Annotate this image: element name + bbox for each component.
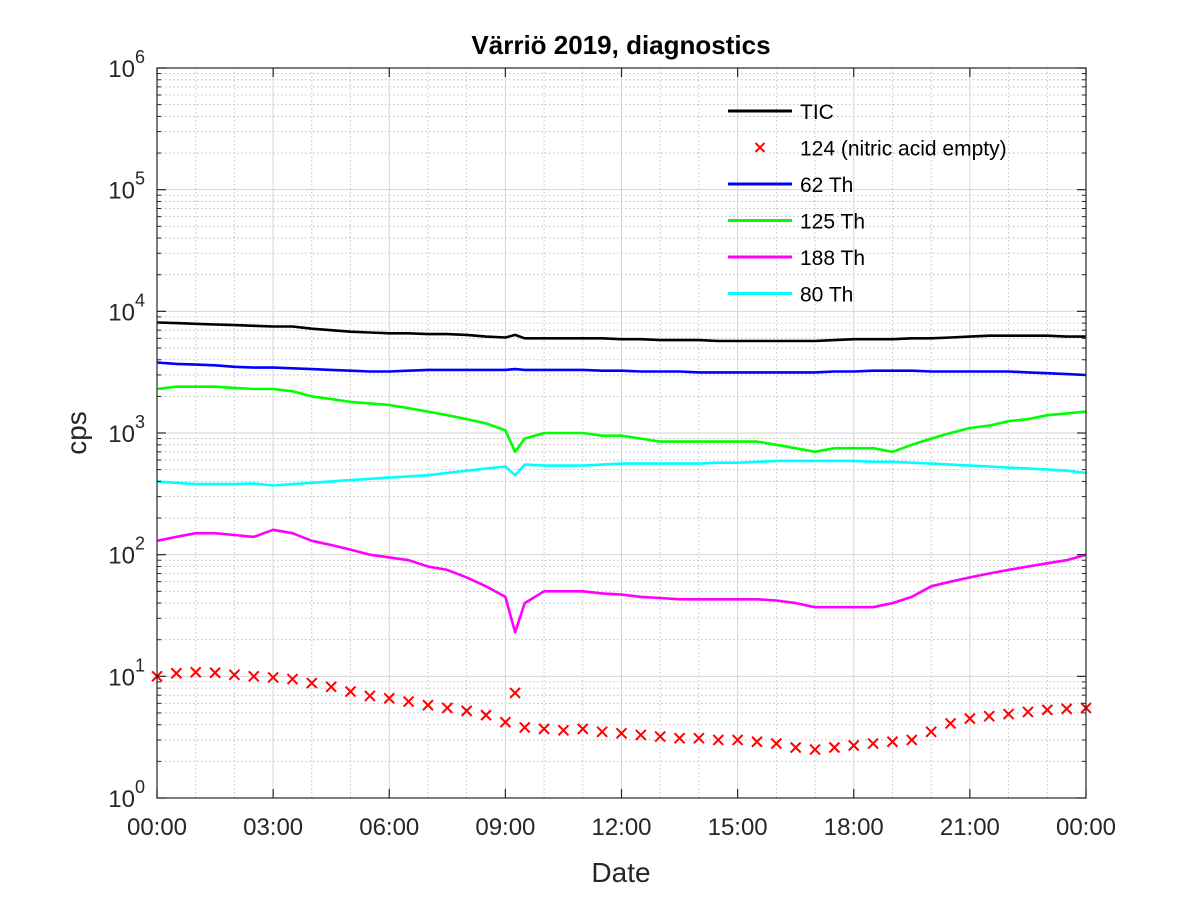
data-point [538, 723, 550, 735]
data-point [267, 671, 279, 684]
data-point [964, 712, 976, 725]
series-line-62-th [156, 361, 1087, 377]
x-tick-label: 18:00 [824, 814, 884, 841]
data-point [615, 727, 628, 740]
data-point [480, 709, 492, 721]
data-point [770, 737, 783, 750]
data-point [422, 699, 434, 711]
data-point [509, 687, 521, 699]
x-tick-label: 00:00 [127, 814, 187, 841]
x-tick-label: 09:00 [475, 814, 535, 841]
data-point [170, 667, 183, 679]
data-point [906, 734, 918, 746]
y-tick-exponent: 3 [135, 412, 145, 432]
data-point [306, 677, 318, 689]
data-point [731, 734, 744, 746]
legend-label-tic: TIC [800, 101, 834, 124]
y-tick-exponent: 2 [135, 534, 145, 554]
series-line-tic [156, 321, 1086, 343]
data-point [1022, 706, 1034, 718]
x-tick-labels: 00:00 03:00 06:00 09:00 12:00 15:00 18:00 21:00… [127, 814, 1116, 841]
x-tick-label: 03:00 [243, 814, 303, 841]
legend-label-125-th: 125 Th [800, 211, 865, 234]
chart-title: Värriö 2019, diagnostics [471, 30, 770, 60]
data-point [1041, 704, 1053, 716]
data-point [751, 736, 763, 748]
data-point [383, 692, 395, 704]
x-tick-label: 12:00 [591, 814, 651, 841]
x-tick-label: 06:00 [359, 814, 419, 841]
data-point [344, 685, 357, 698]
data-point [209, 667, 221, 679]
data-point [693, 732, 705, 744]
data-point [635, 729, 647, 741]
legend-label-62-th: 62 Th [800, 174, 853, 197]
data-point [809, 743, 821, 756]
series-124-nitric-acid-empty [151, 666, 1092, 756]
data-point [789, 741, 802, 754]
data-point [364, 690, 376, 702]
x-tick-label: 00:00 [1056, 814, 1116, 841]
data-point [925, 726, 937, 738]
x-tick-label: 15:00 [708, 814, 768, 841]
y-tick-exponent: 6 [135, 47, 145, 67]
data-point [944, 717, 957, 730]
data-point [460, 705, 473, 717]
data-point [402, 695, 415, 708]
data-point [654, 730, 666, 743]
series-line-125-th [156, 385, 1087, 454]
data-point [519, 721, 531, 734]
data-point [325, 681, 337, 693]
x-tick-label: 21:00 [940, 814, 1000, 841]
data-point [712, 734, 724, 746]
data-point [983, 710, 995, 722]
data-point [828, 741, 841, 754]
legend-label-80-th: 80 Th [800, 284, 853, 307]
data-point [886, 736, 899, 748]
data-point [286, 673, 299, 685]
legend-marker-124-nitric-acid-empty [754, 142, 766, 153]
data-point [673, 732, 686, 744]
data-point [1002, 708, 1015, 720]
legend-label-124-nitric-acid-empty: 124 (nitric acid empty) [800, 138, 1007, 161]
data-point [596, 726, 608, 738]
legend-label-188-th: 188 Th [800, 247, 865, 270]
series-layer [151, 321, 1092, 756]
data-point [228, 669, 241, 681]
data-point [190, 666, 202, 678]
y-tick-exponent: 0 [135, 777, 145, 797]
data-point [248, 670, 260, 683]
data-point [499, 716, 512, 728]
data-point [867, 737, 879, 750]
data-point [1060, 703, 1073, 715]
data-point [848, 739, 860, 752]
y-axis-label: cps [61, 411, 92, 455]
data-point [577, 723, 589, 735]
y-tick-exponent: 5 [135, 169, 145, 189]
x-axis-label: Date [591, 857, 650, 888]
y-tick-exponent: 1 [135, 655, 145, 675]
y-tick-exponent: 4 [135, 290, 145, 310]
data-point [441, 702, 454, 714]
data-point [557, 724, 570, 737]
legend: TIC 124 (nitric acid empty) 62 Th 125 Th 188… [728, 101, 1007, 307]
series-line-188-th [156, 528, 1087, 634]
axis-ticks [156, 67, 1087, 799]
series-line-80-th [156, 459, 1087, 487]
